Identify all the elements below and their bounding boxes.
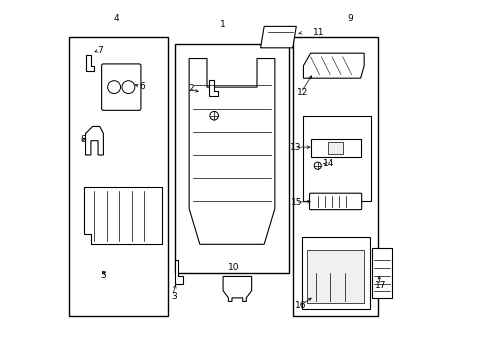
Text: 13: 13 [289,143,301,152]
Bar [292,37,378,316]
Polygon shape [85,126,103,155]
Polygon shape [175,260,183,284]
Polygon shape [83,187,162,244]
Text: 17: 17 [374,281,386,290]
Text: 14: 14 [322,159,333,168]
Text: 6: 6 [140,82,145,91]
Text: 4: 4 [113,14,119,23]
Text: 10: 10 [227,263,239,272]
Text: 5: 5 [101,271,106,280]
Bar [371,248,391,298]
Text: 3: 3 [170,292,176,301]
Polygon shape [85,55,94,71]
Polygon shape [223,276,251,301]
Circle shape [122,81,135,94]
Bar [328,142,342,154]
FancyBboxPatch shape [309,193,361,210]
Polygon shape [208,80,217,96]
Polygon shape [303,53,364,78]
Bar [306,249,364,303]
Text: 16: 16 [295,301,306,310]
Polygon shape [260,26,296,48]
Bar [69,37,167,316]
Circle shape [209,111,218,120]
Text: 2: 2 [188,84,194,93]
Bar [301,237,369,309]
Bar [310,139,360,157]
Polygon shape [189,59,274,244]
Text: 11: 11 [312,28,324,37]
Text: 9: 9 [346,14,352,23]
Circle shape [107,81,121,94]
FancyBboxPatch shape [102,64,141,111]
Text: 12: 12 [296,88,307,97]
Circle shape [313,162,321,169]
Text: 7: 7 [97,46,102,55]
Text: 8: 8 [80,135,86,144]
Bar [175,44,288,273]
Bar [303,116,370,202]
Text: 1: 1 [220,20,225,29]
Text: 15: 15 [290,198,302,207]
